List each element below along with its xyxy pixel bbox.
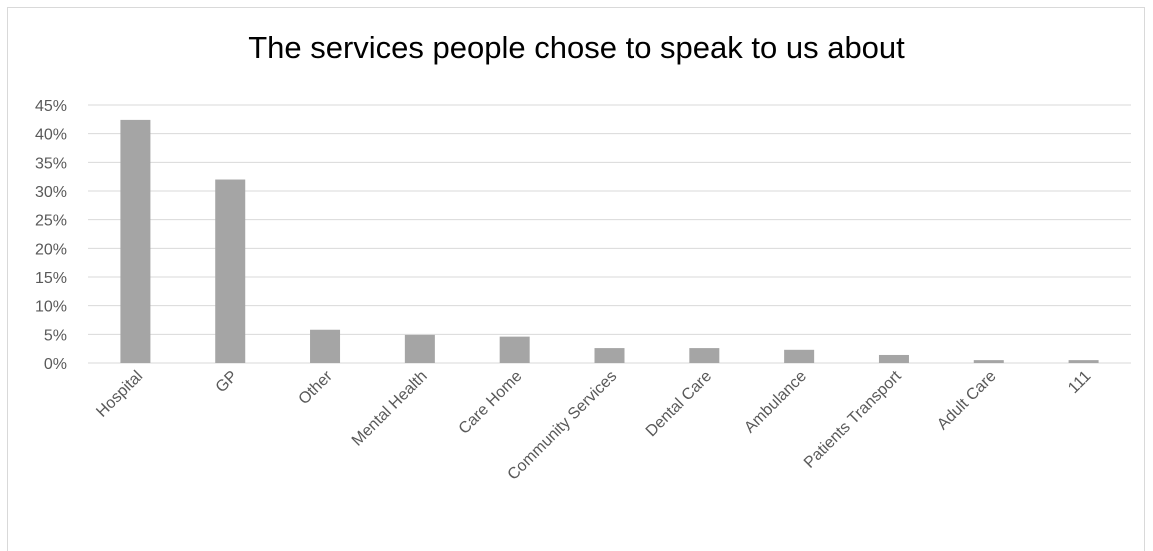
bar-hospital [120, 119, 151, 363]
bar-patients-transport [878, 354, 909, 363]
chart-title: The services people chose to speak to us… [248, 30, 905, 65]
x-category-label: Other [296, 367, 337, 408]
bar-mental-health [404, 334, 435, 363]
bar-other [310, 329, 341, 363]
y-tick-label: 30% [35, 184, 67, 201]
bar-111 [1068, 360, 1099, 363]
y-tick-label: 20% [35, 241, 67, 258]
x-category-label: 111 [1065, 368, 1094, 397]
bar-gp [215, 179, 246, 363]
y-tick-label: 40% [35, 127, 67, 144]
x-category-label: Mental Health [349, 368, 431, 450]
bar-dental-care [689, 348, 720, 363]
x-category-label: Ambulance [741, 368, 810, 437]
bar-adult-care [973, 360, 1004, 363]
bar-community-services [594, 348, 625, 363]
x-category-label: Community Services [505, 368, 621, 484]
chart-frame [7, 7, 1145, 551]
x-category-label: Hospital [93, 368, 146, 421]
bars [120, 119, 1099, 363]
bar-ambulance [784, 349, 815, 363]
y-tick-label: 35% [35, 155, 67, 172]
y-axis-ticks: 0% 5% 10% 15% 20% 25% 30% 35% 40% 45% [35, 98, 67, 373]
x-category-label: Dental Care [643, 368, 715, 440]
bar-care-home [499, 336, 530, 363]
y-tick-label: 45% [35, 98, 67, 115]
y-tick-label: 10% [35, 299, 67, 316]
y-tick-label: 25% [35, 213, 67, 230]
x-category-label: Patients Transport [801, 367, 905, 471]
y-tick-label: 15% [35, 270, 67, 287]
y-tick-label: 5% [44, 327, 67, 344]
x-axis-labels: Hospital GP Other Mental Health Care HomeCom… [93, 367, 1094, 483]
x-category-label: Adult Care [934, 368, 1000, 434]
x-category-label: GP [213, 368, 241, 396]
y-tick-label: 0% [44, 356, 67, 373]
x-category-label: Care Home [456, 368, 526, 438]
